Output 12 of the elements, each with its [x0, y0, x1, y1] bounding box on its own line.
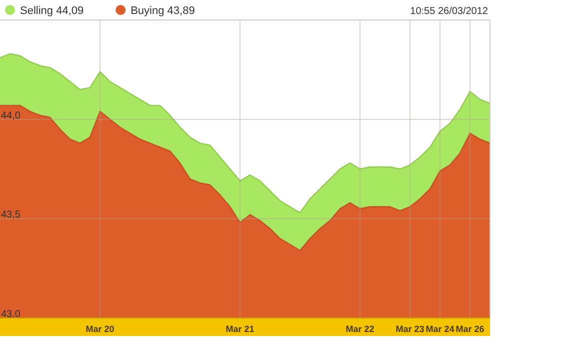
y-tick-label: 43,0: [1, 309, 21, 320]
x-tick-label: Mar 22: [346, 324, 374, 334]
legend-label: Buying 43,89: [130, 5, 195, 17]
text: 10:55 26/03/2012: [410, 6, 488, 17]
x-tick-label: Mar 23: [396, 324, 424, 334]
legend-label: Selling 44,09: [20, 5, 84, 17]
y-tick-label: 44,0: [1, 110, 21, 122]
y-tick-label: 43,5: [1, 210, 21, 221]
x-tick-label: Mar 20: [86, 324, 114, 334]
x-tick-label: Mar 21: [226, 324, 254, 334]
x-tick-label: Mar 26: [456, 324, 484, 334]
x-tick-label: Mar 24: [426, 324, 454, 334]
